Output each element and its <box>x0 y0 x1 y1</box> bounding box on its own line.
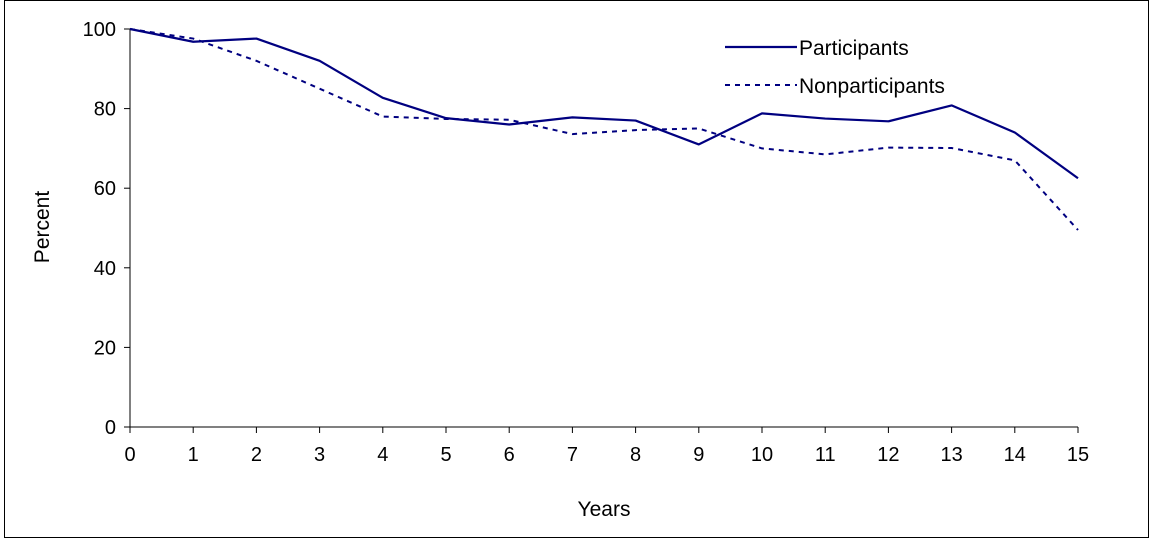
x-tick-label: 4 <box>377 444 388 466</box>
y-tick-label: 20 <box>94 337 116 359</box>
x-tick-label: 9 <box>693 444 704 466</box>
series-line-nonparticipants <box>129 28 1079 231</box>
x-tick-label: 3 <box>314 444 325 466</box>
x-tick-label: 0 <box>124 444 135 466</box>
legend: Participants Nonparticipants <box>725 37 945 98</box>
legend-label-nonparticipants: Nonparticipants <box>799 75 945 98</box>
x-tick-label: 13 <box>940 444 962 466</box>
x-axis-ticks: 0 1 2 3 4 5 6 7 8 9 10 11 12 13 14 15 <box>124 427 1089 466</box>
y-tick-label: 40 <box>94 258 116 280</box>
y-tick-label: 60 <box>94 178 116 200</box>
x-tick-label: 1 <box>188 444 199 466</box>
y-tick-label: 80 <box>94 99 116 121</box>
x-tick-label: 7 <box>567 444 578 466</box>
x-tick-label: 6 <box>504 444 515 466</box>
x-tick-label: 14 <box>1004 444 1026 466</box>
x-tick-label: 5 <box>440 444 451 466</box>
y-axis-ticks: 0 20 40 60 80 100 <box>83 19 130 439</box>
x-tick-label: 12 <box>877 444 899 466</box>
series-lines <box>129 27 1079 231</box>
x-tick-label: 10 <box>751 444 773 466</box>
chart-frame: 0 20 40 60 80 100 0 1 2 3 4 5 6 7 8 9 10 11 12 13 14 15 Perc… <box>4 0 1149 538</box>
y-axis-title: Percent <box>31 191 54 264</box>
x-tick-label: 8 <box>630 444 641 466</box>
x-tick-label: 11 <box>815 444 836 466</box>
y-tick-label: 100 <box>83 19 116 41</box>
series-line-participants <box>129 27 1079 180</box>
y-tick-label: 0 <box>105 417 116 439</box>
legend-label-participants: Participants <box>799 37 909 60</box>
x-axis-title: Years <box>578 498 631 521</box>
x-tick-label: 15 <box>1067 444 1089 466</box>
x-tick-label: 2 <box>251 444 262 466</box>
